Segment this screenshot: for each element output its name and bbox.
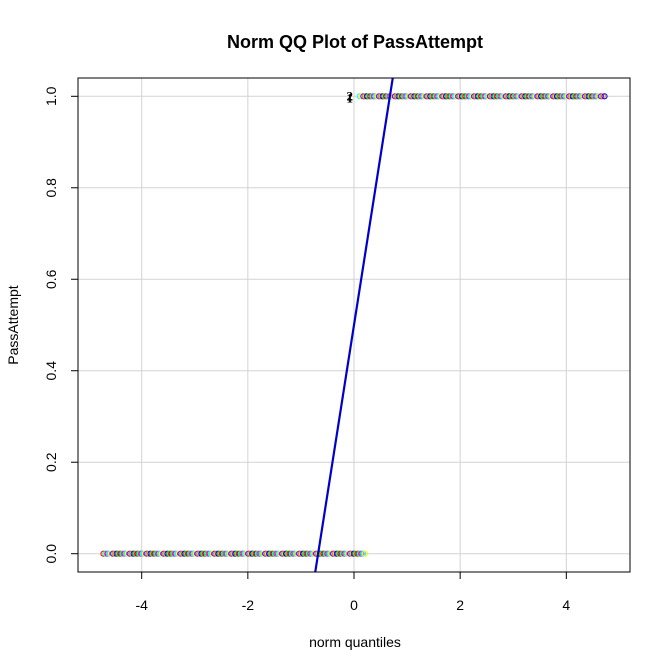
point-labels: 21 xyxy=(347,88,354,105)
y-tick-label: 0.0 xyxy=(43,544,59,564)
data-point xyxy=(358,550,365,557)
x-tick-label: 2 xyxy=(456,597,464,613)
data-point xyxy=(362,550,369,557)
data-points xyxy=(100,93,608,557)
y-axis: 0.0 0.2 0.4 0.6 0.8 1.0 xyxy=(43,86,79,564)
x-tick-label: -4 xyxy=(135,597,148,613)
x-axis: -4 -2 0 2 4 xyxy=(135,571,570,613)
y-tick-label: 0.6 xyxy=(43,269,59,289)
x-tick-label: -2 xyxy=(242,597,255,613)
y-tick-label: 0.4 xyxy=(43,361,59,381)
point-label: 1 xyxy=(347,90,354,105)
y-tick-label: 1.0 xyxy=(43,86,59,106)
qq-reference-line xyxy=(314,77,394,573)
reference-line xyxy=(314,77,394,573)
chart-title: Norm QQ Plot of PassAttempt xyxy=(227,32,483,52)
x-tick-label: 0 xyxy=(350,597,358,613)
data-point xyxy=(597,93,605,100)
data-point xyxy=(360,550,367,557)
y-axis-label: PassAttempt xyxy=(5,285,21,364)
data-point xyxy=(599,93,606,100)
x-tick-label: 4 xyxy=(562,597,570,613)
y-tick-label: 0.8 xyxy=(43,178,59,198)
point-label: 2 xyxy=(347,88,354,103)
x-axis-label: norm quantiles xyxy=(309,634,401,650)
y-tick-label: 0.2 xyxy=(43,452,59,472)
data-point xyxy=(601,93,608,100)
